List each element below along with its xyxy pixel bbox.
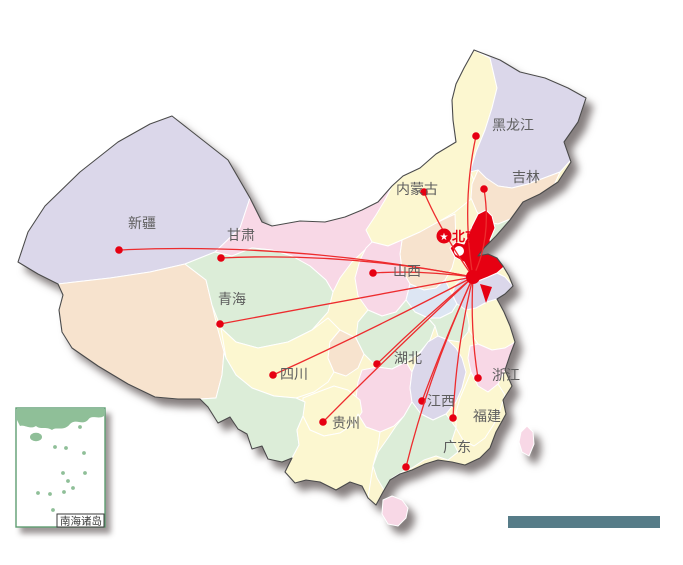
inset-island-dot bbox=[66, 479, 70, 483]
route-line bbox=[322, 276, 474, 423]
province-label: 贵州 bbox=[332, 416, 360, 432]
route-line bbox=[405, 276, 474, 468]
province-label: 浙江 bbox=[492, 368, 520, 384]
inset-island bbox=[30, 432, 42, 442]
province-dot bbox=[480, 185, 488, 193]
province-label: 青海 bbox=[218, 292, 246, 308]
province-label: 甘肃 bbox=[227, 228, 255, 244]
routes-layer bbox=[115, 132, 488, 471]
capital-label: 北京 bbox=[452, 229, 478, 245]
island-hainan bbox=[381, 495, 409, 527]
province-label: 黑龙江 bbox=[492, 118, 534, 134]
route-line bbox=[452, 276, 474, 419]
china-outline bbox=[17, 49, 587, 506]
inset-island-dot bbox=[61, 471, 65, 475]
province-label: 广东 bbox=[443, 440, 471, 456]
capital-star-icon: ★ bbox=[440, 232, 449, 243]
province-label: 湖北 bbox=[394, 351, 422, 367]
province-label: 新疆 bbox=[128, 216, 156, 232]
route-line bbox=[372, 271, 474, 278]
inset-coastline bbox=[17, 409, 104, 430]
inset-island-dot bbox=[83, 471, 87, 475]
inset-label: 南海诸岛 bbox=[60, 515, 102, 528]
hub-marker bbox=[466, 270, 480, 284]
route-line bbox=[219, 276, 474, 325]
province-dot bbox=[369, 269, 377, 277]
province-dot bbox=[420, 188, 428, 196]
province-label: 山西 bbox=[393, 264, 421, 280]
province-label: 四川 bbox=[280, 367, 308, 383]
island-taiwan bbox=[518, 425, 535, 457]
route-line bbox=[376, 276, 474, 365]
province-dot bbox=[373, 360, 381, 368]
inset-island-dot bbox=[78, 425, 82, 429]
province-label: 福建 bbox=[473, 409, 501, 425]
route-line bbox=[472, 188, 488, 278]
inset-island-dot bbox=[62, 490, 66, 494]
route-line bbox=[471, 276, 479, 379]
province-tibet bbox=[57, 263, 225, 400]
province-label: 江西 bbox=[427, 394, 455, 410]
inset-island-dot bbox=[64, 446, 68, 450]
province-dot bbox=[449, 414, 457, 422]
province-dot bbox=[269, 371, 277, 379]
province-dot bbox=[216, 320, 224, 328]
inset-label-box bbox=[56, 513, 105, 528]
inset-island-dot bbox=[53, 445, 57, 449]
inset-island-dot bbox=[71, 486, 75, 490]
province-dot bbox=[319, 418, 327, 426]
province-label: 吉林 bbox=[512, 170, 540, 186]
route-line bbox=[220, 256, 474, 278]
inset-island-dot bbox=[82, 451, 86, 455]
route-line bbox=[467, 135, 477, 278]
route-line bbox=[272, 276, 474, 376]
inset-island-dots bbox=[36, 425, 87, 512]
inset-island-dot bbox=[36, 491, 40, 495]
inset-island-dot bbox=[51, 508, 55, 512]
south-china-sea-inset: 南海诸岛 bbox=[15, 407, 106, 528]
province-hebei-highlighted bbox=[449, 209, 506, 282]
province-dot bbox=[474, 374, 482, 382]
province-dot bbox=[402, 463, 410, 471]
inset-island-dot bbox=[48, 492, 52, 496]
mainland-group bbox=[17, 49, 587, 527]
capital-star-ring bbox=[436, 228, 452, 244]
hub-arrow-marker bbox=[480, 284, 492, 303]
province-guangdong bbox=[372, 401, 459, 491]
capital-markers: ★ 北京 bbox=[436, 228, 492, 303]
bottom-right-bar bbox=[508, 516, 660, 528]
province-dot bbox=[115, 246, 123, 254]
province-dot bbox=[472, 132, 480, 140]
province-fujian bbox=[455, 371, 506, 447]
province-dot bbox=[217, 254, 225, 262]
province-label: 内蒙古 bbox=[396, 182, 438, 198]
